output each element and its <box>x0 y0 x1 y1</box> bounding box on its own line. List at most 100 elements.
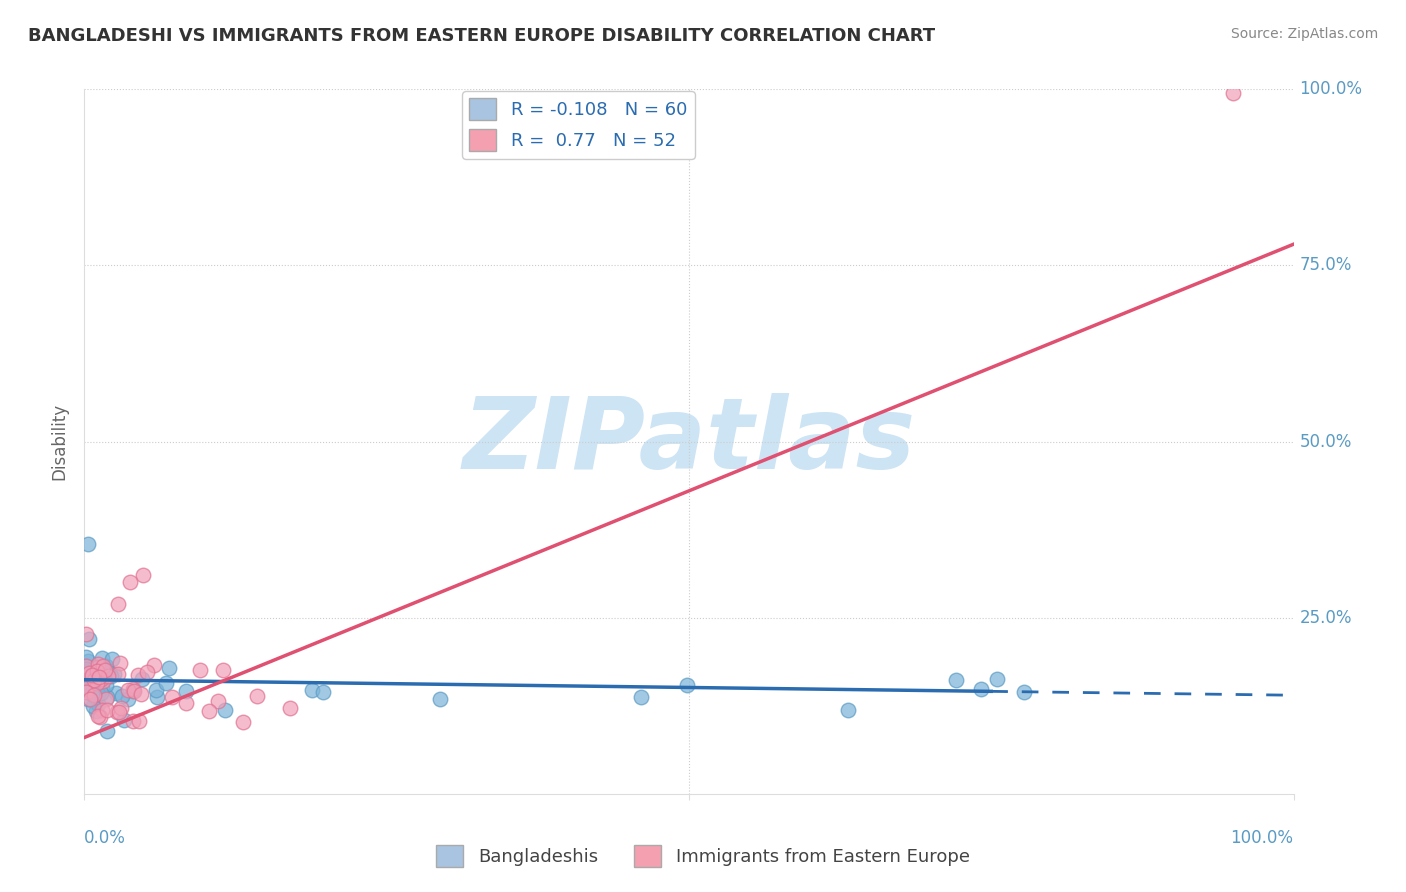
Point <box>91 659 114 673</box>
Point <box>82 698 104 713</box>
Point <box>75 650 97 665</box>
Point <box>94 678 117 692</box>
Point <box>77 672 100 686</box>
Point <box>246 689 269 703</box>
Point <box>157 661 180 675</box>
Point <box>311 685 333 699</box>
Point <box>75 672 97 686</box>
Point <box>79 683 101 698</box>
Point <box>107 597 129 611</box>
Legend: R = -0.108   N = 60, R =  0.77   N = 52: R = -0.108 N = 60, R = 0.77 N = 52 <box>463 91 695 159</box>
Point <box>91 681 114 695</box>
Point <box>84 704 107 718</box>
Point <box>207 694 229 708</box>
Point <box>278 700 301 714</box>
Point <box>86 664 108 678</box>
Point <box>77 666 100 681</box>
Point <box>986 673 1008 687</box>
Point <box>75 661 97 675</box>
Point <box>232 715 254 730</box>
Point <box>83 673 105 688</box>
Point <box>80 687 103 701</box>
Point <box>86 675 108 690</box>
Point <box>83 688 105 702</box>
Point <box>105 686 128 700</box>
Point <box>160 690 183 704</box>
Point <box>128 714 150 729</box>
Point <box>93 663 115 677</box>
Point <box>122 714 145 728</box>
Point <box>91 673 114 688</box>
Text: 25.0%: 25.0% <box>1299 608 1353 627</box>
Point <box>198 704 221 718</box>
Point <box>87 659 110 673</box>
Point <box>108 705 131 719</box>
Point <box>131 672 153 686</box>
Point <box>87 708 110 723</box>
Point <box>89 710 111 724</box>
Point <box>90 650 112 665</box>
Point <box>136 665 159 679</box>
Point <box>87 671 110 685</box>
Text: 75.0%: 75.0% <box>1299 256 1353 275</box>
Point <box>96 690 118 704</box>
Point <box>87 670 110 684</box>
Point <box>76 681 98 695</box>
Point <box>82 676 104 690</box>
Point <box>174 683 197 698</box>
Point <box>112 713 135 727</box>
Point <box>214 703 236 717</box>
Legend: Bangladeshis, Immigrants from Eastern Europe: Bangladeshis, Immigrants from Eastern Eu… <box>429 838 977 874</box>
Point <box>110 689 132 703</box>
Text: BANGLADESHI VS IMMIGRANTS FROM EASTERN EUROPE DISABILITY CORRELATION CHART: BANGLADESHI VS IMMIGRANTS FROM EASTERN E… <box>28 27 935 45</box>
Point <box>75 659 97 673</box>
Point <box>75 685 97 699</box>
Text: 50.0%: 50.0% <box>1299 433 1353 450</box>
Point <box>77 632 100 646</box>
Point <box>174 696 197 710</box>
Point <box>105 705 128 719</box>
Point <box>188 663 211 677</box>
Point <box>97 669 120 683</box>
Point <box>91 660 114 674</box>
Point <box>108 656 131 670</box>
Point <box>90 703 112 717</box>
Point <box>145 682 167 697</box>
Point <box>155 676 177 690</box>
Point <box>90 672 112 686</box>
Point <box>96 691 118 706</box>
Point <box>87 687 110 701</box>
Text: Source: ZipAtlas.com: Source: ZipAtlas.com <box>1230 27 1378 41</box>
Point <box>76 692 98 706</box>
Point <box>101 651 124 665</box>
Point <box>79 692 101 706</box>
Point <box>127 668 149 682</box>
Point <box>630 690 652 704</box>
Point <box>301 683 323 698</box>
Point <box>80 669 103 683</box>
Point <box>80 668 103 682</box>
Point <box>142 657 165 672</box>
Point <box>121 681 143 696</box>
Point <box>75 627 97 641</box>
Point <box>122 684 145 698</box>
Point <box>124 683 146 698</box>
Point <box>82 681 104 696</box>
Point <box>103 666 125 681</box>
Point <box>100 668 122 682</box>
Text: 100.0%: 100.0% <box>1230 830 1294 847</box>
Point <box>77 537 100 551</box>
Point <box>132 568 155 582</box>
Point <box>211 663 233 677</box>
Point <box>117 682 139 697</box>
Point <box>676 677 699 691</box>
Point <box>118 575 141 590</box>
Point <box>107 666 129 681</box>
Point <box>79 671 101 685</box>
Point <box>1012 684 1035 698</box>
Point <box>129 687 152 701</box>
Point <box>87 697 110 711</box>
Point <box>86 657 108 671</box>
Point <box>77 672 100 686</box>
Point <box>110 701 132 715</box>
